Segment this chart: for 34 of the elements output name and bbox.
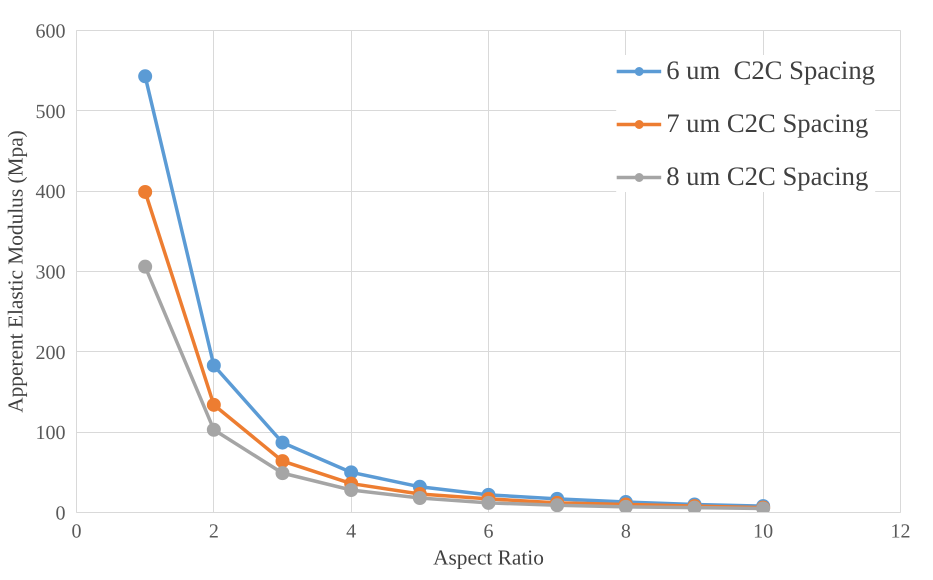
point — [206, 422, 221, 437]
point — [206, 358, 221, 372]
point — [344, 483, 358, 497]
point — [618, 500, 633, 512]
point — [344, 465, 358, 480]
point — [412, 491, 427, 506]
x-tick-label: 12 — [890, 520, 910, 542]
point — [482, 496, 496, 510]
y-tick-label: 500 — [36, 100, 66, 123]
x-tick-label: 10 — [753, 520, 774, 542]
legend-label: 8 um C2C Spacing — [666, 161, 868, 192]
point — [550, 498, 564, 512]
y-tick-label: 0 — [56, 502, 66, 524]
x-axis-title: Aspect Ratio — [433, 546, 544, 570]
point — [138, 69, 152, 84]
point — [138, 260, 152, 274]
point — [276, 436, 290, 450]
y-tick-label: 200 — [36, 342, 66, 364]
legend-label: 6 um C2C Spacing — [666, 55, 875, 86]
x-tick-label: 6 — [484, 520, 494, 542]
x-tick-label: 4 — [346, 520, 356, 542]
legend-label: 7 um C2C Spacing — [666, 108, 868, 139]
point — [276, 454, 290, 468]
point — [206, 398, 221, 412]
y-axis-title: Apperent Elastic Modulus (Mpa) — [4, 130, 28, 413]
point — [138, 184, 152, 199]
point — [276, 466, 290, 480]
y-tick-label: 600 — [36, 20, 66, 42]
y-tick-label: 300 — [36, 262, 66, 284]
x-tick-label: 8 — [620, 520, 631, 542]
y-tick-label: 400 — [36, 181, 66, 204]
y-tick-label: 100 — [36, 422, 66, 444]
x-tick-label: 0 — [72, 520, 82, 542]
x-tick-label: 2 — [208, 520, 219, 542]
